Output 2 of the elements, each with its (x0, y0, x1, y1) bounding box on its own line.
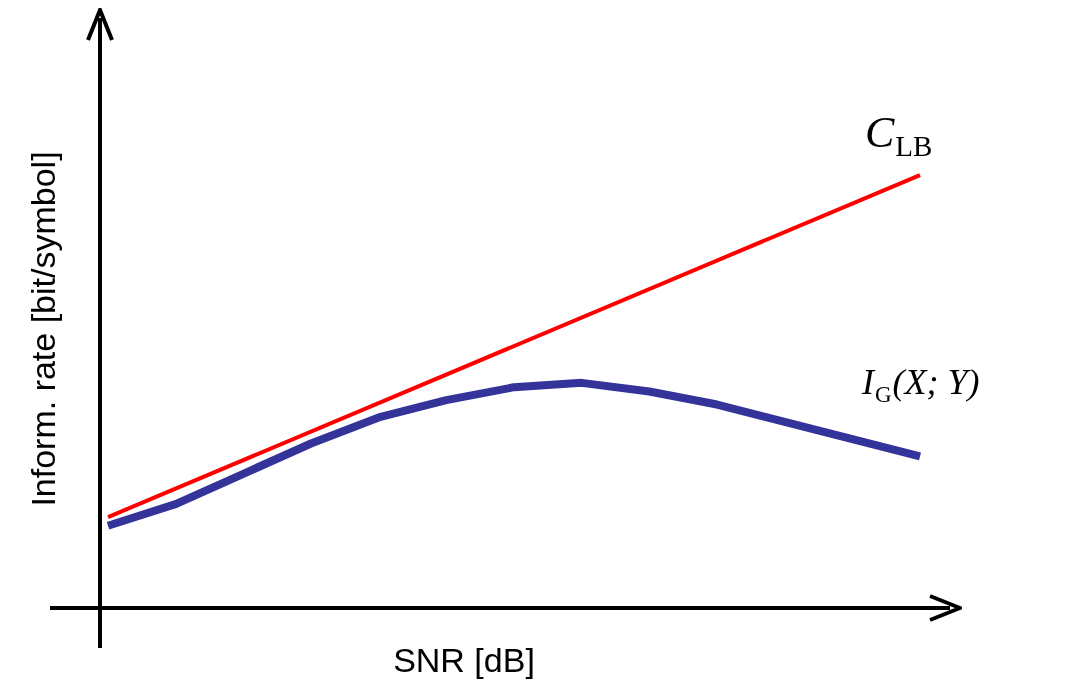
y-axis-title: Inform. rate [bit/symbol] (24, 151, 63, 507)
x-axis-title: SNR [dB] (393, 641, 535, 680)
